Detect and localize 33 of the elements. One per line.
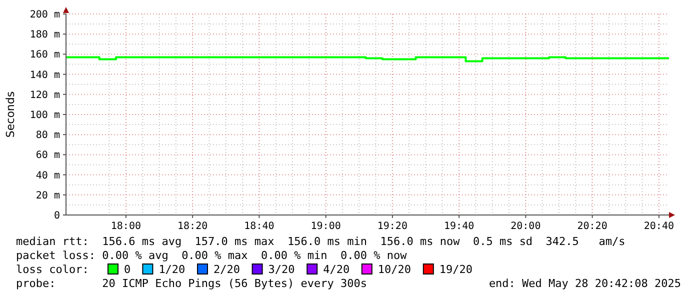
text: probe: 20 ICMP Echo Pings (56 Bytes) every 300s xyxy=(16,277,367,290)
y-tick-label: 40 m xyxy=(36,170,60,182)
x-tick-label: 18:40 xyxy=(244,221,274,232)
legend-label: 1/20 xyxy=(158,263,186,276)
x-tick-label: 20:40 xyxy=(644,221,674,232)
y-tick-label: 100 m xyxy=(30,110,60,121)
legend-label: 2/20 xyxy=(214,263,240,276)
y-axis-title: Seconds xyxy=(4,91,17,138)
x-tick-label: 18:00 xyxy=(110,221,142,232)
y-tick-label: 0 xyxy=(54,210,60,222)
legend-label: 19/20 xyxy=(439,263,473,276)
y-tick-label: 160 m xyxy=(30,50,60,61)
legend-label: 3/20 xyxy=(268,263,295,276)
legend-title: loss color: xyxy=(16,263,89,276)
text: packet loss: 0.00 % avg 0.00 % max 0.00 % min 0.00 % now xyxy=(16,249,408,262)
text: end: Wed May 28 20:42:08 2025 xyxy=(488,277,681,290)
y-tick-label: 60 m xyxy=(36,150,60,162)
legend-label: 4/20 xyxy=(323,263,350,276)
x-tick-label: 19:20 xyxy=(377,221,408,232)
x-tick-label: 19:40 xyxy=(444,221,474,232)
legend-label: 0 xyxy=(124,263,131,276)
y-tick-label: 80 m xyxy=(36,130,60,142)
x-tick-label: 19:00 xyxy=(310,221,341,232)
y-tick-label: 20 m xyxy=(36,190,60,202)
x-tick-label: 18:20 xyxy=(178,221,208,232)
y-tick-label: 120 m xyxy=(30,90,60,101)
x-tick-label: 20:00 xyxy=(510,221,541,232)
x-tick-label: 20:20 xyxy=(577,221,608,232)
y-tick-label: 180 m xyxy=(30,30,60,41)
text: median rtt: 156.6 ms avg 157.0 ms max 156.0 ms min 156.0 ms now 0.5 ms sd 342.5 am/s xyxy=(16,235,626,248)
legend-label: 10/20 xyxy=(378,263,412,276)
y-tick-label: 200 m xyxy=(30,10,60,20)
y-tick-label: 140 m xyxy=(30,70,60,81)
